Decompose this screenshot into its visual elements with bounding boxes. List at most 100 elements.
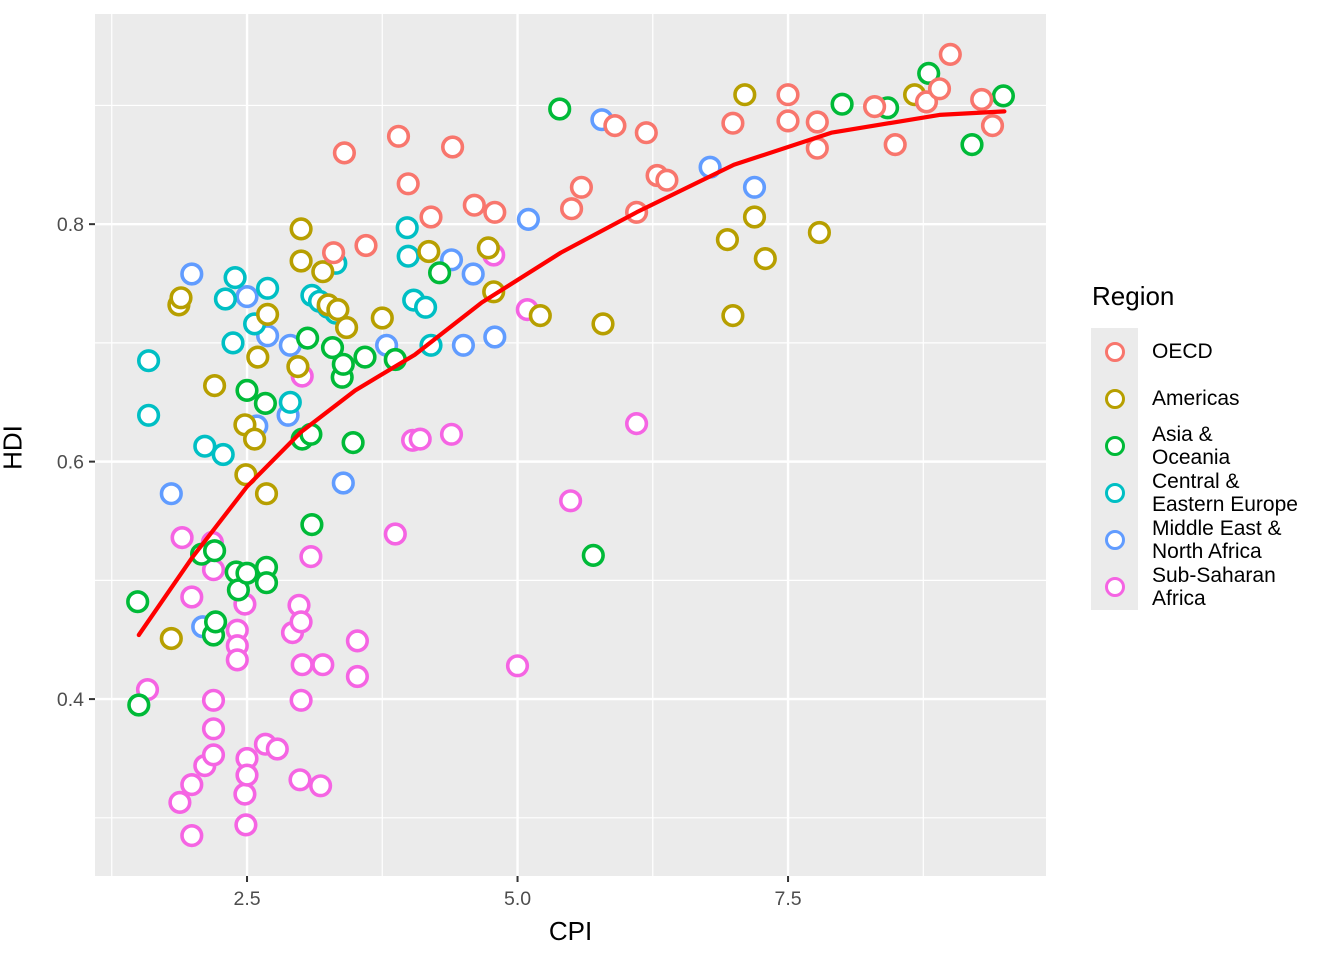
data-point [569,175,594,199]
data-point [603,113,627,138]
data-point [309,774,333,798]
data-point [180,262,204,286]
data-point [311,653,335,677]
legend: Region OECD Americas Asia & Oceania Central … [1091,281,1298,610]
data-point [345,664,370,689]
data-point [233,782,257,806]
data-point [742,205,767,229]
data-point [805,110,829,134]
data-point [289,217,313,241]
data-point [289,249,313,273]
legend-swatch-circle-icon [1104,388,1125,409]
data-point [419,205,443,229]
data-point [742,175,767,199]
data-point [265,737,289,761]
legend-key [1091,516,1138,563]
data-point [408,427,432,451]
legend-key [1091,422,1138,469]
data-point [938,42,962,67]
data-point [289,688,313,712]
data-point [980,113,1005,138]
data-point [414,295,438,319]
data-point [326,298,350,322]
data-point [462,193,486,217]
data-point [243,427,267,451]
data-point [311,260,335,284]
legend-label: Sub-Saharan Africa [1152,563,1276,610]
legend-label: Central & Eastern Europe [1152,469,1298,516]
legend-key [1091,563,1138,610]
data-point [581,543,605,568]
data-point [322,241,346,265]
data-point [753,247,777,271]
data-point [917,61,941,86]
y-tick-label: 0.8 [57,214,84,236]
data-point [288,768,312,792]
data-point [137,349,161,373]
legend-key [1091,328,1138,375]
data-point [396,172,420,196]
legend-item: OECD [1091,328,1298,375]
legend-item: Americas [1091,375,1298,422]
data-point [331,352,355,376]
data-point [558,489,583,513]
trend-line [136,109,1007,638]
data-point [396,244,420,268]
data-point [299,544,323,569]
data-point [960,133,984,157]
legend-swatch-circle-icon [1104,341,1125,362]
data-point [624,412,649,436]
data-point [451,333,476,357]
data-point [204,610,228,634]
data-point [235,378,259,403]
data-point [221,331,245,355]
data-point [461,262,485,286]
data-point [862,94,887,119]
legend-swatch-circle-icon [1104,576,1125,597]
data-point [386,124,411,148]
data-point [559,197,584,221]
data-point [634,121,658,145]
legend-label: Americas [1152,387,1240,410]
data-point [721,304,745,328]
data-point [970,87,994,112]
data-point [395,216,419,240]
data-point [776,109,800,133]
data-point [331,471,355,495]
data-point [354,233,378,258]
data-point [383,522,407,546]
data-point [201,688,226,712]
legend-label: Middle East & North Africa [1152,516,1282,563]
data-point [168,790,192,815]
data-point [203,539,227,563]
data-point [883,133,907,157]
data-point [345,629,370,653]
data-point [441,135,465,159]
data-point [341,431,365,455]
data-point [289,610,313,634]
data-point [733,83,757,107]
data-point [591,312,615,336]
data-point [254,482,279,506]
data-point [256,276,280,300]
data-point [213,287,237,311]
data-point [721,111,745,135]
data-point [193,434,217,458]
data-point [211,442,235,467]
data-point [126,590,150,614]
data-point [169,286,193,310]
y-tick-label: 0.6 [57,452,84,474]
data-point [180,823,204,848]
data-point [476,236,500,260]
data-point [776,83,800,107]
legend-label: OECD [1152,340,1213,363]
legend-item: Central & Eastern Europe [1091,469,1298,516]
data-point [655,168,679,192]
data-point [180,585,204,609]
data-point [278,390,302,414]
data-point [253,391,277,416]
legend-swatch-circle-icon [1104,482,1125,503]
data-point [320,336,345,360]
data-point [439,422,464,446]
